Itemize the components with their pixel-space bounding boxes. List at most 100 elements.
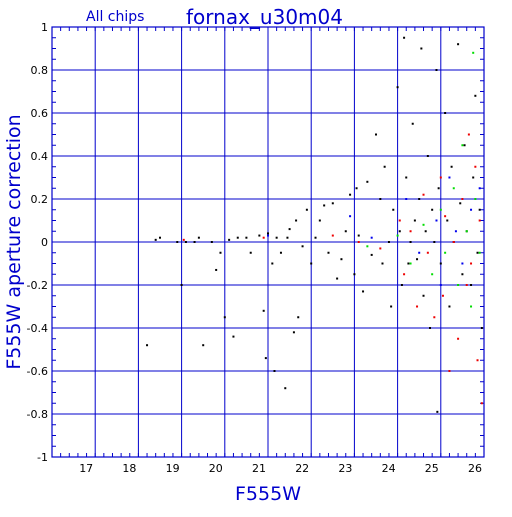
data-point <box>448 305 451 308</box>
data-point <box>273 370 276 372</box>
x-tick-label: 22 <box>295 462 309 475</box>
data-point <box>310 262 313 265</box>
data-point <box>262 309 265 312</box>
x-tick-label: 17 <box>79 462 93 475</box>
x-tick-label: 18 <box>122 462 136 475</box>
y-tick-label: 0.4 <box>31 150 49 163</box>
data-point <box>379 198 382 200</box>
data-point <box>454 230 457 233</box>
data-point <box>452 241 455 243</box>
x-axis-label: F555W <box>235 483 301 505</box>
data-point <box>405 176 408 179</box>
data-point <box>407 262 410 265</box>
data-point <box>467 133 470 136</box>
data-point <box>275 236 278 239</box>
data-point <box>444 251 447 254</box>
data-point <box>405 198 408 200</box>
data-point <box>387 241 390 243</box>
data-point <box>433 241 436 243</box>
data-point <box>452 187 455 190</box>
data-point <box>271 262 274 265</box>
data-point <box>470 262 473 265</box>
y-tick-label: -0.6 <box>27 365 48 378</box>
data-point <box>450 165 453 168</box>
data-point <box>228 238 231 241</box>
data-point <box>318 219 321 222</box>
data-point <box>478 219 481 222</box>
data-point <box>465 284 468 286</box>
data-point <box>470 284 473 286</box>
data-point <box>362 290 365 293</box>
data-point <box>437 187 440 190</box>
data-point <box>429 327 431 329</box>
data-point <box>390 305 393 308</box>
x-tick-label: 19 <box>166 462 180 475</box>
y-tick-labels: -1 -0.8 -0.6 -0.4 -0.2 0 0.2 0.4 0.6 0.8 1 <box>27 21 48 464</box>
data-point <box>262 236 265 239</box>
data-point <box>314 236 317 239</box>
data-point <box>202 344 205 347</box>
data-point <box>476 251 479 254</box>
data-point <box>426 251 429 254</box>
data-point <box>409 262 412 265</box>
data-point <box>193 241 196 243</box>
data-point <box>370 253 373 256</box>
data-point <box>327 251 330 254</box>
data-point <box>416 258 419 261</box>
data-point <box>353 273 356 276</box>
data-point <box>424 230 427 233</box>
data-point <box>340 258 343 261</box>
y-tick-label: -0.2 <box>27 279 48 292</box>
data-point <box>245 236 248 239</box>
data-point <box>180 284 183 286</box>
data-point <box>436 410 439 413</box>
data-point <box>381 262 384 265</box>
data-point <box>409 230 412 233</box>
y-tick-label: -0.8 <box>27 408 48 421</box>
y-tick-label: 0.8 <box>31 64 49 77</box>
data-point <box>267 234 269 237</box>
data-point <box>383 165 386 168</box>
data-point <box>409 241 412 243</box>
data-point <box>474 165 477 168</box>
data-point <box>413 219 416 222</box>
data-point <box>323 204 326 207</box>
y-tick-label: 0 <box>41 236 48 249</box>
data-point <box>439 262 442 265</box>
x-tick-labels: 17 18 19 20 21 22 23 24 25 26 <box>79 462 482 475</box>
data-point <box>433 316 436 319</box>
data-point <box>431 273 434 276</box>
data-point <box>331 234 334 237</box>
data-point <box>375 133 377 136</box>
chart-subtitle: All chips <box>86 9 144 25</box>
data-point <box>448 370 451 372</box>
data-point <box>398 230 401 233</box>
x-tick-label: 23 <box>338 462 352 475</box>
data-point <box>416 305 419 308</box>
data-point <box>480 402 483 405</box>
data-point <box>366 180 369 183</box>
data-point <box>357 241 360 243</box>
y-axis-label: F555W aperture correction <box>3 114 25 369</box>
x-tick-label: 25 <box>425 462 439 475</box>
data-point <box>478 187 481 190</box>
data-point <box>435 69 438 71</box>
data-point <box>176 241 179 243</box>
y-tick-label: 0.2 <box>31 193 49 206</box>
data-point <box>457 43 460 46</box>
data-point <box>478 251 481 254</box>
x-tick-label: 26 <box>468 462 482 475</box>
data-point <box>439 208 442 211</box>
data-point <box>305 208 308 211</box>
data-point <box>461 198 464 200</box>
data-point <box>470 305 473 308</box>
data-point <box>439 284 442 286</box>
y-tick-label: -0.4 <box>27 322 48 335</box>
data-point <box>301 245 304 248</box>
data-point <box>249 251 252 254</box>
data-point <box>219 251 222 254</box>
y-tick-label: 1 <box>41 21 48 34</box>
data-point <box>159 236 161 239</box>
data-point <box>370 236 373 239</box>
